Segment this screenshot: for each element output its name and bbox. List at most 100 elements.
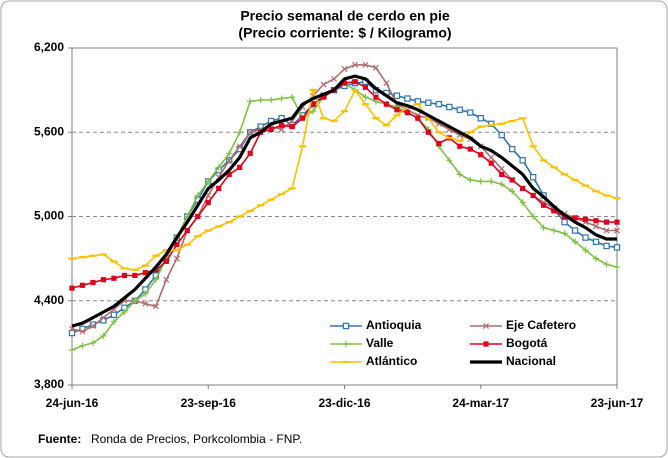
point: [215, 164, 222, 171]
chart-title: Precio semanal de cerdo en pie: [240, 8, 450, 24]
x-tick-label: 23-sep-16: [181, 396, 237, 410]
point: [613, 227, 621, 234]
point: [100, 277, 107, 283]
point: [362, 84, 369, 90]
point: [530, 213, 537, 220]
point: [247, 129, 254, 136]
point: [68, 329, 76, 337]
y-tick-label: 6,200: [34, 40, 64, 54]
point: [404, 109, 410, 116]
point: [520, 185, 526, 192]
point: [488, 120, 495, 128]
point: [279, 122, 285, 128]
point: [477, 178, 484, 185]
point: [551, 208, 557, 214]
point: [111, 275, 117, 281]
point: [100, 332, 107, 339]
x-tick-label: 23-dic-16: [318, 396, 370, 410]
point: [415, 115, 421, 121]
point: [257, 96, 264, 104]
point: [509, 188, 516, 195]
point: [110, 311, 118, 318]
point: [582, 234, 589, 241]
legend-marker: [342, 340, 350, 348]
point: [571, 238, 579, 245]
point: [68, 346, 76, 353]
point: [603, 261, 610, 268]
point: [457, 143, 463, 149]
series: [68, 87, 621, 271]
point: [310, 101, 316, 107]
point: [508, 145, 516, 153]
point: [383, 101, 390, 107]
point: [561, 230, 568, 237]
legend-box: [326, 316, 611, 374]
point: [247, 150, 253, 156]
point: [603, 242, 610, 250]
point: [205, 199, 211, 206]
x-tick-label: 24-mar-17: [452, 396, 509, 410]
source-label: Fuente:: [38, 432, 81, 446]
point: [268, 126, 274, 133]
point: [216, 185, 222, 192]
point: [320, 81, 327, 88]
point: [488, 178, 495, 185]
point: [613, 263, 621, 271]
point: [299, 115, 306, 121]
point: [467, 146, 473, 152]
point: [352, 79, 358, 85]
point: [592, 238, 600, 245]
point: [456, 171, 463, 178]
point: [404, 95, 411, 102]
legend-label: Bogotá: [506, 336, 548, 350]
point: [541, 202, 547, 208]
source: Ronda de Precios, Porkcolombia - FNP.: [91, 432, 302, 446]
point: [373, 94, 379, 100]
point: [152, 276, 159, 283]
point: [477, 115, 484, 122]
point: [237, 164, 243, 170]
y-tick-label: 5,000: [34, 209, 64, 223]
point: [89, 323, 96, 330]
point: [592, 255, 600, 262]
legend-marker: [482, 322, 490, 330]
point: [278, 95, 285, 102]
point: [519, 157, 526, 164]
point: [90, 279, 96, 286]
point: [131, 297, 138, 304]
point: [498, 181, 505, 188]
point: [530, 192, 536, 199]
legend-marker: [483, 341, 489, 347]
point: [435, 100, 443, 108]
point: [236, 129, 243, 136]
point: [236, 143, 243, 150]
point: [593, 223, 600, 230]
point: [425, 129, 431, 135]
y-tick-label: 5,600: [34, 124, 64, 138]
point: [142, 300, 149, 307]
point: [184, 227, 190, 234]
series: [69, 79, 620, 291]
point: [79, 342, 86, 349]
point: [153, 267, 159, 273]
point: [173, 255, 180, 262]
point: [132, 272, 138, 279]
point: [79, 282, 86, 288]
point: [498, 131, 505, 139]
point: [142, 270, 148, 276]
chart-subtitle: (Precio corriente: $ / Kilogramo): [238, 25, 451, 41]
point: [446, 157, 453, 164]
point: [100, 314, 107, 321]
x-tick-label: 24-jun-16: [46, 396, 99, 410]
x-tick-label: 23-jun-17: [591, 396, 644, 410]
series-line: [71, 74, 617, 328]
point: [226, 150, 233, 157]
point: [330, 75, 338, 82]
point: [194, 192, 201, 199]
point: [110, 318, 118, 325]
point: [89, 339, 97, 346]
point: [79, 328, 86, 335]
point: [582, 216, 589, 222]
point: [572, 215, 578, 221]
